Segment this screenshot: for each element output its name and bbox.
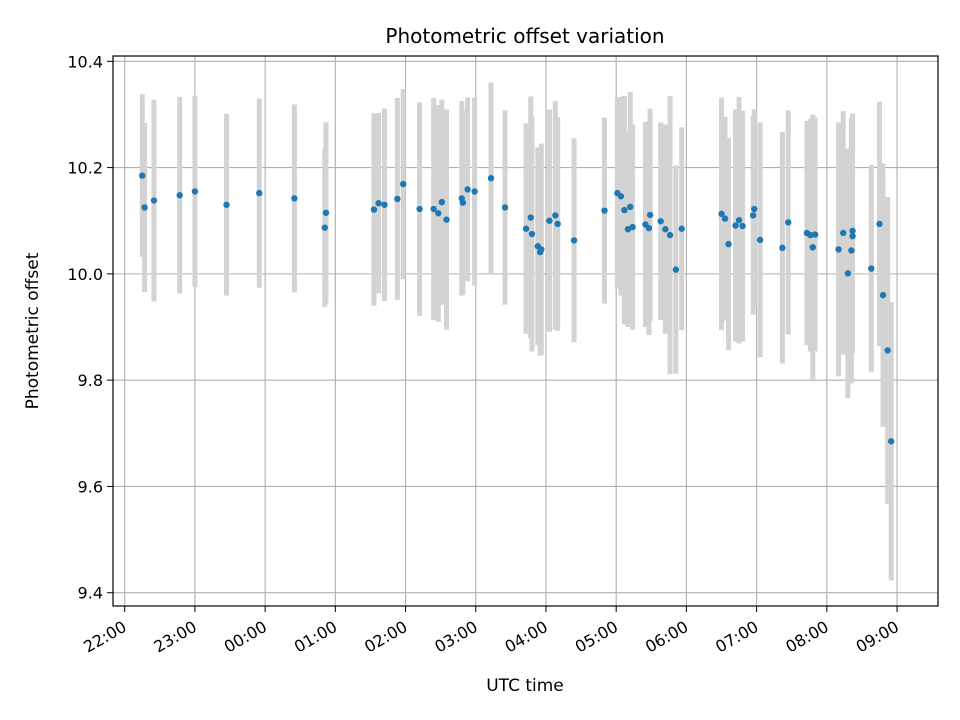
y-axis-ticks: 9.4 9.6 9.8 10.0 10.2 10.4 — [67, 52, 113, 603]
data-point — [621, 206, 628, 214]
data-point — [375, 199, 382, 207]
data-point — [678, 225, 685, 232]
data-point — [430, 205, 437, 213]
data-point — [840, 229, 847, 237]
x-tick-label: 07:00 — [712, 617, 761, 657]
x-tick-label: 09:00 — [853, 617, 902, 657]
data-point — [627, 203, 634, 211]
plot-area-frame — [112, 55, 939, 607]
data-point — [672, 266, 680, 273]
x-tick-label: 00:00 — [221, 617, 270, 657]
data-point — [849, 232, 856, 240]
x-tick-label: 04:00 — [502, 617, 551, 657]
data-point — [141, 204, 148, 211]
x-tick-label: 22:00 — [80, 617, 129, 657]
data-point — [657, 218, 664, 225]
data-point — [646, 211, 654, 219]
y-tick-label: 10.2 — [67, 159, 103, 178]
errorbars — [139, 82, 894, 581]
data-point — [381, 201, 388, 208]
data-point — [617, 193, 625, 200]
data-point — [522, 225, 530, 232]
data-point — [848, 247, 855, 254]
x-axis-label: UTC time — [486, 676, 564, 696]
data-point — [321, 224, 329, 231]
data-point — [739, 222, 746, 230]
data-point — [459, 199, 467, 206]
y-tick-label: 9.6 — [78, 477, 103, 496]
data-point — [718, 210, 725, 218]
data-point — [443, 216, 450, 223]
data-point — [666, 231, 674, 239]
data-point — [176, 192, 183, 199]
x-tick-label: 06:00 — [642, 617, 691, 657]
data-point — [546, 217, 553, 224]
data-point — [756, 236, 764, 244]
data-point — [464, 186, 471, 193]
data-point — [552, 212, 559, 219]
x-tick-label: 02:00 — [361, 617, 410, 657]
data-point — [868, 265, 875, 272]
x-tick-label: 23:00 — [150, 617, 199, 657]
data-point — [876, 220, 883, 228]
data-point — [645, 224, 653, 232]
x-tick-label: 05:00 — [572, 617, 621, 657]
data-point — [721, 215, 729, 222]
y-tick-label: 9.8 — [78, 371, 103, 390]
y-axis-label: Photometric offset — [23, 252, 43, 409]
data-point — [528, 230, 536, 238]
data-point — [438, 198, 446, 206]
data-point — [435, 210, 442, 217]
data-point — [629, 223, 636, 231]
data-point — [884, 347, 891, 354]
x-tick-label: 08:00 — [782, 617, 831, 657]
data-point — [291, 195, 298, 202]
data-points — [139, 172, 895, 445]
data-point — [527, 214, 534, 221]
data-point — [887, 438, 895, 445]
data-point — [554, 220, 561, 228]
data-point — [322, 209, 330, 216]
data-point — [725, 240, 732, 248]
data-point — [662, 226, 669, 233]
data-point — [785, 219, 792, 226]
data-point — [751, 205, 758, 213]
data-point — [732, 222, 739, 229]
data-point — [150, 197, 158, 204]
data-point — [256, 189, 263, 197]
x-tick-label: 01:00 — [291, 617, 340, 657]
y-tick-label: 10.4 — [67, 52, 103, 71]
data-point — [487, 175, 495, 182]
data-point — [735, 217, 743, 224]
data-point — [811, 231, 819, 238]
data-point — [835, 246, 842, 253]
data-point — [538, 246, 545, 253]
data-point — [400, 180, 407, 188]
data-point — [394, 195, 401, 203]
x-axis-ticks: 22:00 23:00 00:00 01:00 02:00 03:00 04:00 05:00… — [80, 606, 902, 657]
data-point — [809, 244, 816, 251]
data-point — [191, 188, 199, 195]
data-point — [471, 188, 478, 195]
data-point — [807, 231, 814, 239]
chart-title: Photometric offset variation — [385, 24, 664, 48]
data-point — [844, 270, 852, 277]
data-point — [139, 172, 146, 179]
data-point — [370, 206, 378, 213]
data-point — [601, 207, 608, 214]
x-tick-label: 03:00 — [431, 617, 480, 657]
y-tick-label: 9.4 — [78, 584, 103, 603]
data-point — [879, 291, 887, 299]
y-tick-label: 10.0 — [67, 265, 103, 284]
data-point — [749, 212, 757, 219]
data-point — [849, 227, 856, 235]
data-point — [779, 244, 786, 252]
data-point — [570, 237, 578, 244]
data-point — [416, 205, 423, 213]
data-point — [501, 204, 509, 211]
data-point — [223, 201, 230, 208]
